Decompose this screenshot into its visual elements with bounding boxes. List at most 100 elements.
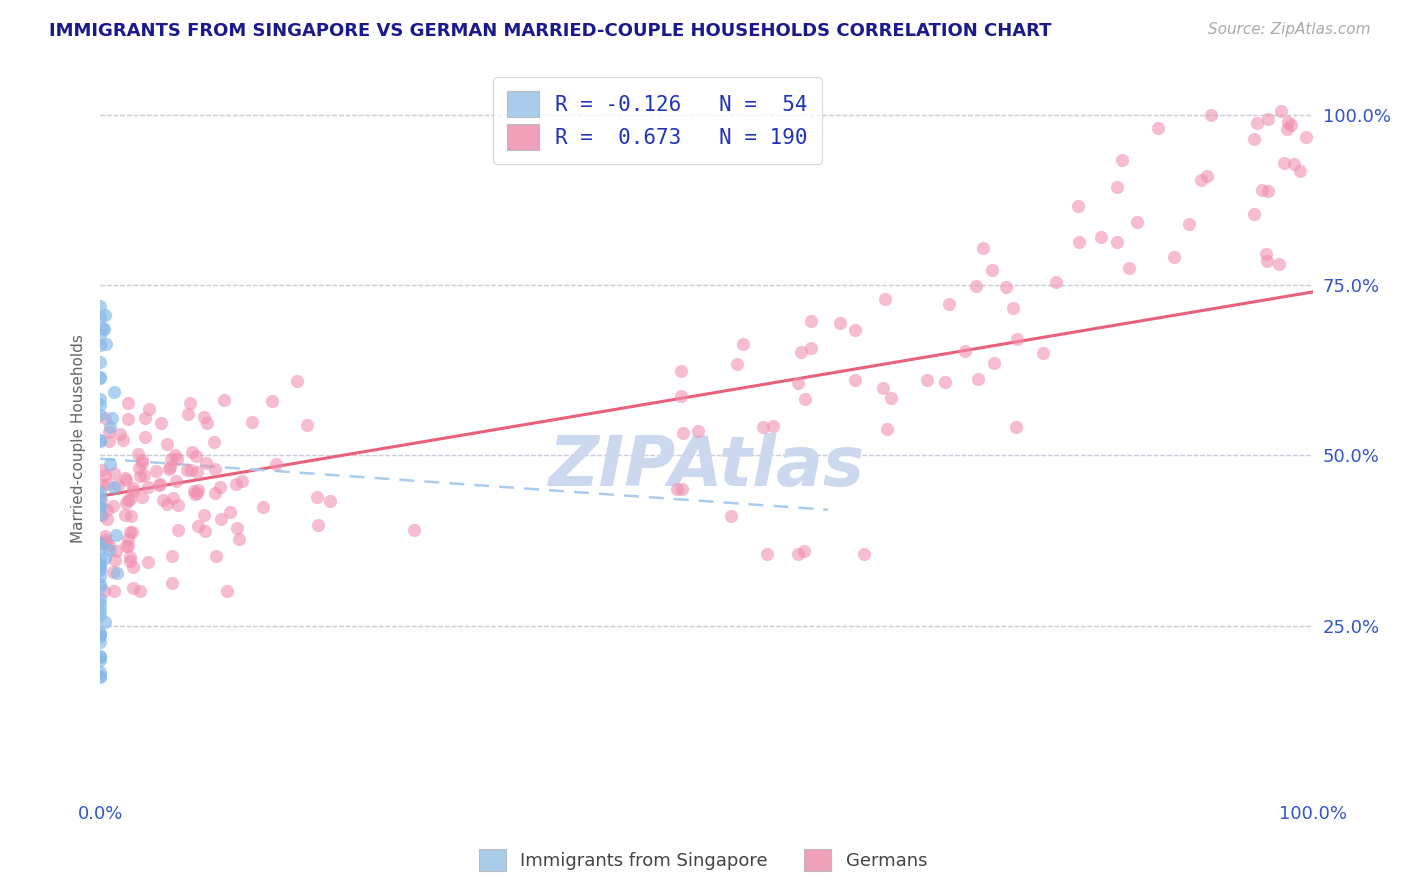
Point [1256, 247, 1278, 261]
Point [120, 508, 142, 523]
Point [89, 558, 111, 572]
Point [163, 448, 186, 462]
Point [149, 477, 172, 491]
Point [105, 528, 128, 542]
Point [1243, 207, 1265, 221]
Point [830, 316, 852, 330]
Point [1270, 103, 1292, 118]
Point [725, 358, 748, 372]
Point [117, 539, 139, 553]
Point [122, 560, 145, 574]
Point [1007, 332, 1029, 346]
Point [1257, 185, 1279, 199]
Point [131, 490, 153, 504]
Point [89, 650, 111, 665]
Point [121, 484, 143, 499]
Point [128, 469, 150, 483]
Y-axis label: Married-couple Households: Married-couple Households [72, 334, 86, 542]
Point [89, 603, 111, 617]
Point [672, 425, 695, 440]
Point [89, 541, 111, 555]
Point [787, 376, 810, 391]
Point [205, 549, 228, 564]
Point [132, 467, 155, 482]
Point [159, 459, 181, 474]
Point [89, 371, 111, 385]
Point [260, 394, 283, 409]
Point [876, 422, 898, 436]
Point [1147, 120, 1170, 135]
Point [844, 373, 866, 387]
Point [117, 412, 139, 426]
Point [1243, 132, 1265, 146]
Point [1195, 169, 1218, 183]
Point [103, 467, 125, 481]
Point [148, 478, 170, 492]
Point [107, 477, 129, 491]
Point [665, 482, 688, 496]
Point [1045, 276, 1067, 290]
Point [202, 435, 225, 450]
Point [186, 465, 208, 479]
Point [115, 496, 138, 510]
Point [1002, 301, 1025, 315]
Point [162, 491, 184, 505]
Point [1163, 250, 1185, 264]
Point [122, 481, 145, 495]
Point [195, 457, 218, 471]
Point [160, 549, 183, 563]
Point [89, 627, 111, 641]
Point [89, 626, 111, 640]
Point [1118, 261, 1140, 276]
Point [114, 471, 136, 485]
Point [138, 480, 160, 494]
Point [145, 464, 167, 478]
Point [967, 372, 990, 386]
Point [90, 463, 112, 477]
Point [1282, 157, 1305, 171]
Point [156, 498, 179, 512]
Point [98, 419, 121, 434]
Point [793, 543, 815, 558]
Point [307, 517, 329, 532]
Point [180, 463, 202, 477]
Point [1267, 257, 1289, 271]
Point [1279, 119, 1302, 133]
Text: ZIPAtlas: ZIPAtlas [548, 434, 865, 500]
Point [1288, 164, 1310, 178]
Point [193, 508, 215, 522]
Point [790, 344, 813, 359]
Point [90, 493, 112, 508]
Point [983, 355, 1005, 369]
Point [208, 480, 231, 494]
Point [118, 524, 141, 539]
Point [794, 392, 817, 406]
Point [89, 560, 111, 574]
Point [1199, 108, 1222, 122]
Point [103, 584, 125, 599]
Point [96, 477, 118, 491]
Point [117, 395, 139, 409]
Point [853, 547, 876, 561]
Point [89, 669, 111, 683]
Point [89, 629, 111, 643]
Point [93, 551, 115, 566]
Point [89, 398, 111, 412]
Point [89, 408, 111, 422]
Point [122, 582, 145, 596]
Point [1257, 112, 1279, 126]
Point [965, 278, 987, 293]
Point [219, 505, 242, 519]
Text: Source: ZipAtlas.com: Source: ZipAtlas.com [1208, 22, 1371, 37]
Point [879, 391, 901, 405]
Point [981, 262, 1004, 277]
Point [131, 453, 153, 467]
Point [183, 483, 205, 498]
Point [108, 427, 131, 442]
Point [688, 424, 710, 438]
Point [404, 524, 426, 538]
Point [181, 445, 204, 459]
Point [165, 474, 187, 488]
Point [157, 462, 180, 476]
Point [89, 649, 111, 664]
